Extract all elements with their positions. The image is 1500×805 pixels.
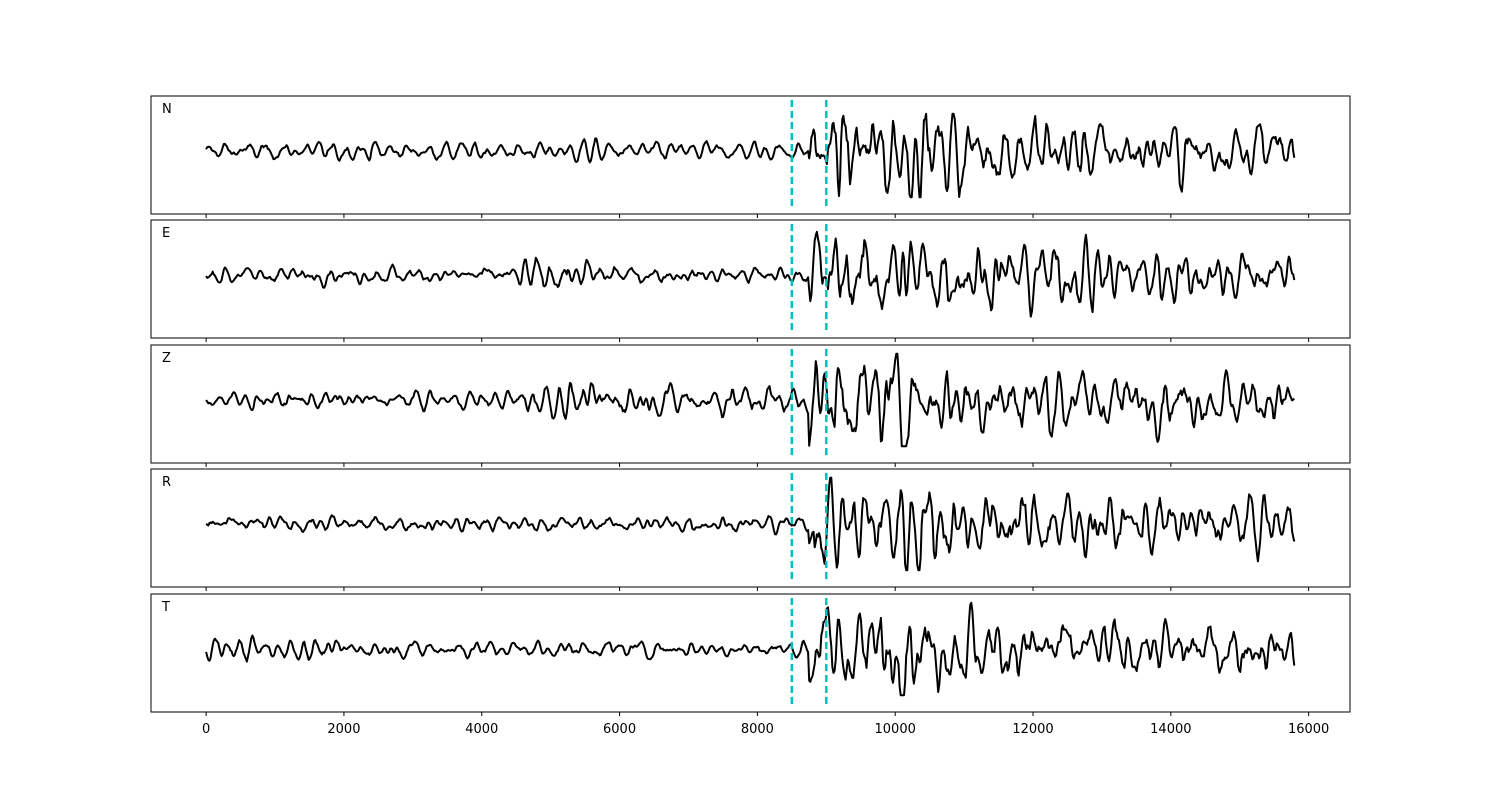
axes-frame <box>150 219 1351 339</box>
x-tick-label: 6000 <box>603 722 636 737</box>
x-tick-label: 8000 <box>741 722 774 737</box>
waveform-trace <box>205 112 1296 199</box>
channel-label: Z <box>162 351 171 366</box>
panel-T: T 0 2000 4000 6000 8000 10000 12000 14000 16000 <box>150 593 1351 737</box>
x-tick-label: 10000 <box>875 722 916 737</box>
x-tick-label: 0 <box>202 722 210 737</box>
panel-R: R <box>150 468 1351 591</box>
channel-label: E <box>162 226 170 241</box>
axes-frame <box>150 593 1351 713</box>
x-tick-label: 2000 <box>327 722 360 737</box>
x-tick-label: 14000 <box>1150 722 1191 737</box>
axes-frame <box>150 95 1351 215</box>
x-tick-label: 12000 <box>1012 722 1053 737</box>
panel-N: N <box>150 95 1351 218</box>
channel-label: R <box>162 475 171 490</box>
channel-label: N <box>162 102 172 117</box>
x-tick-label: 4000 <box>465 722 498 737</box>
axes-frame <box>150 344 1351 464</box>
waveform-trace <box>205 476 1296 572</box>
panel-E: E <box>150 219 1351 342</box>
x-tick-label: 16000 <box>1288 722 1329 737</box>
panel-Z: Z <box>150 344 1351 467</box>
axes-frame <box>150 468 1351 588</box>
waveform-trace <box>205 230 1296 318</box>
channel-label: T <box>161 600 170 615</box>
waveform-trace <box>205 352 1295 448</box>
waveform-trace <box>205 601 1296 697</box>
